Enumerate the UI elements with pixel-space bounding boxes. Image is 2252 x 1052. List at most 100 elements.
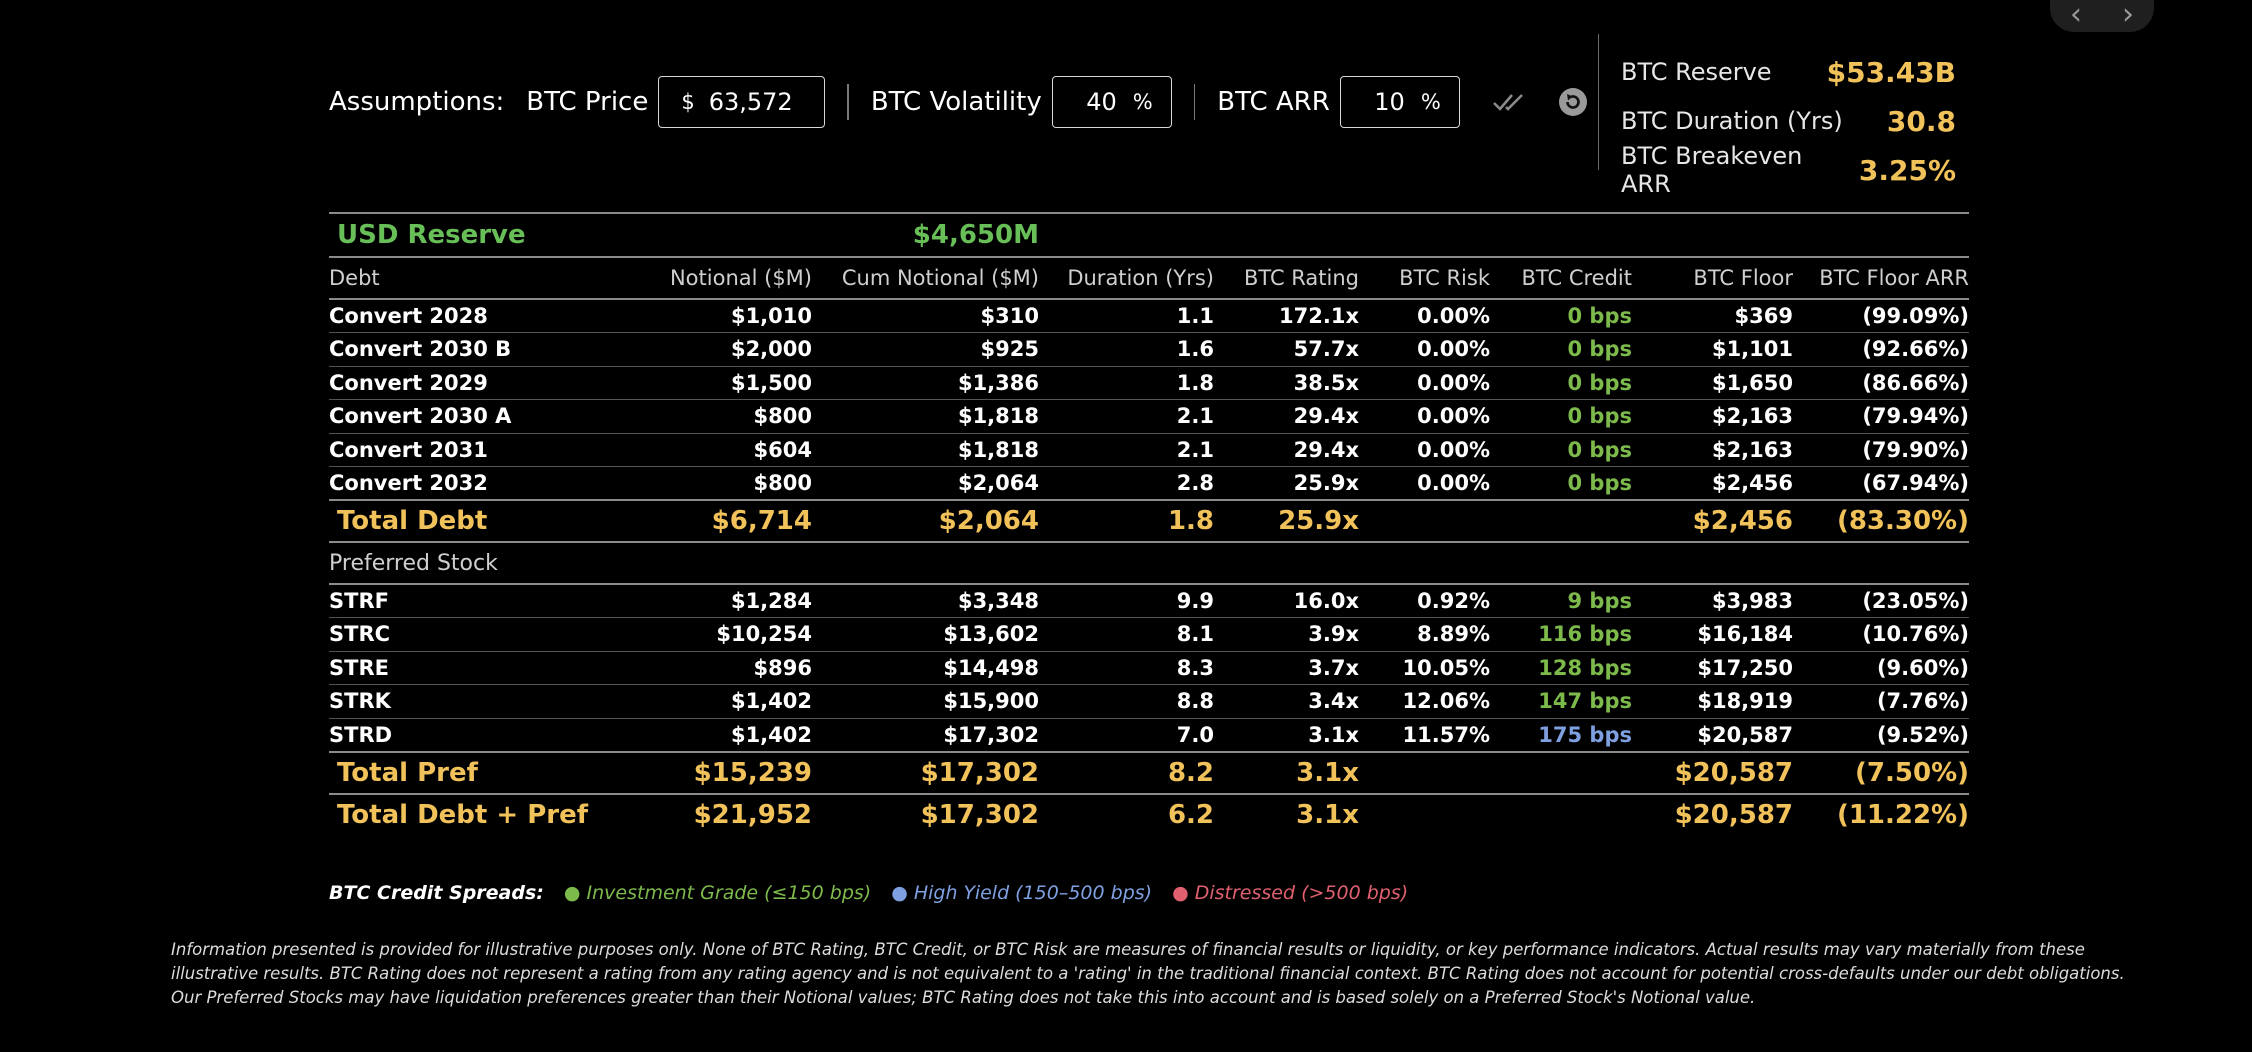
row-btc-floor: $369 <box>1632 299 1793 333</box>
btc-price-input[interactable]: $ 63,572 <box>658 76 826 128</box>
total-btc-floor: $2,456 <box>1632 499 1793 543</box>
row-btc-floor-arr: (23.05%) <box>1793 584 1969 618</box>
btc-arr-value: 10 <box>1374 88 1405 116</box>
row-name: STRE <box>329 651 619 685</box>
divider <box>1193 84 1196 120</box>
row-duration: 9.9 <box>1039 584 1214 618</box>
row-duration: 1.8 <box>1039 366 1214 400</box>
legend-item-distressed: ● Distressed (>500 bps) <box>1172 882 1409 904</box>
btc-stats-panel: BTC Reserve $53.43B BTC Duration (Yrs) 3… <box>1598 34 1958 198</box>
row-btc-credit: 0 bps <box>1490 399 1632 434</box>
row-cum-notional: $17,302 <box>943 722 1039 747</box>
total-duration: 1.8 <box>1039 499 1214 543</box>
row-btc-rating: 57.7x <box>1214 332 1359 367</box>
row-btc-rating: 16.0x <box>1214 584 1359 618</box>
double-check-icon[interactable] <box>1492 90 1528 114</box>
total-notional: $15,239 <box>619 750 812 795</box>
total-debt-row: Total Debt $6,714 $2,064 1.8 25.9x $2,45… <box>329 499 1969 543</box>
row-cum-notional: $14,498 <box>812 651 1039 685</box>
btc-price-label: BTC Price <box>526 87 649 117</box>
row-name: Convert 2032 <box>329 471 488 495</box>
usd-reserve-row: USD Reserve $4,650M <box>329 212 1969 257</box>
total-label: Total Debt + Pref <box>337 800 589 830</box>
preferred-stock-section-row: Preferred Stock <box>329 542 1969 585</box>
total-duration: 6.2 <box>1167 800 1214 830</box>
row-btc-floor: $2,163 <box>1632 399 1793 434</box>
row-btc-risk: 0.00% <box>1359 299 1490 333</box>
col-header-cum-notional: Cum Notional ($M) <box>812 256 1039 300</box>
total-cum-notional: $17,302 <box>812 750 1039 795</box>
row-btc-credit: 0 bps <box>1490 299 1632 333</box>
percent-suffix: % <box>1132 90 1153 114</box>
total-debt-pref-row: Total Debt + Pref $21,952 $17,302 6.2 3.… <box>329 794 1969 836</box>
currency-prefix: $ <box>681 90 695 114</box>
row-cum-notional: $15,900 <box>812 684 1039 719</box>
row-duration: 1.6 <box>1039 332 1214 367</box>
row-notional: $1,010 <box>619 299 812 333</box>
row-cum-notional: $1,818 <box>812 433 1039 467</box>
stat-value: 30.8 <box>1886 104 1956 138</box>
row-duration: 2.8 <box>1176 471 1214 495</box>
row-notional: $800 <box>619 399 812 434</box>
row-btc-risk: 0.00% <box>1417 471 1490 495</box>
col-header-notional: Notional ($M) <box>619 256 812 300</box>
stat-btc-reserve: BTC Reserve $53.43B <box>1621 52 1956 92</box>
row-btc-credit: 116 bps <box>1490 617 1632 652</box>
row-name: STRD <box>329 722 393 747</box>
table-row: Convert 2031 $604 $1,818 2.1 29.4x 0.00% 0 bps… <box>329 433 1969 467</box>
row-btc-floor-arr: (79.94%) <box>1793 399 1969 434</box>
col-header-btc-credit: BTC Credit <box>1490 256 1632 300</box>
row-btc-floor: $1,650 <box>1632 366 1793 400</box>
debt-rows: Convert 2028 $1,010 $310 1.1 172.1x 0.00% 0 bp… <box>329 299 1969 500</box>
row-btc-rating: 3.9x <box>1214 617 1359 652</box>
row-notional: $1,402 <box>619 684 812 719</box>
row-btc-credit: 147 bps <box>1490 684 1632 719</box>
total-label: Total Pref <box>329 750 619 795</box>
row-notional: $10,254 <box>619 617 812 652</box>
col-header-debt: Debt <box>329 256 619 300</box>
row-duration: 2.1 <box>1039 399 1214 434</box>
total-label: Total Debt <box>329 499 619 543</box>
row-cum-notional: $310 <box>812 299 1039 333</box>
row-name: Convert 2031 <box>329 433 619 467</box>
row-name: STRC <box>329 617 619 652</box>
row-btc-rating: 25.9x <box>1293 471 1359 495</box>
table-row: STRE $896 $14,498 8.3 3.7x 10.05% 128 bps $17,2… <box>329 651 1969 685</box>
stat-value: $53.43B <box>1826 55 1956 89</box>
row-duration: 7.0 <box>1176 722 1214 747</box>
row-btc-floor-arr: (9.52%) <box>1876 722 1969 747</box>
col-header-duration: Duration (Yrs) <box>1039 256 1214 300</box>
row-name: Convert 2030 A <box>329 399 619 434</box>
preferred-stock-heading: Preferred Stock <box>329 542 1969 585</box>
row-btc-risk: 12.06% <box>1359 684 1490 719</box>
btc-arr-label: BTC ARR <box>1217 87 1330 117</box>
row-btc-floor-arr: (92.66%) <box>1793 332 1969 367</box>
table-row: STRF $1,284 $3,348 9.9 16.0x 0.92% 9 bps $3,983… <box>329 584 1969 618</box>
row-btc-credit: 0 bps <box>1490 332 1632 367</box>
table-row: Convert 2028 $1,010 $310 1.1 172.1x 0.00% 0 bp… <box>329 299 1969 333</box>
assumptions-bar: Assumptions: BTC Price $ 63,572 BTC Vola… <box>329 76 1588 128</box>
btc-arr-input[interactable]: 10 % <box>1339 76 1460 128</box>
row-btc-risk: 0.00% <box>1359 399 1490 434</box>
chevron-right-icon[interactable]: › <box>2122 0 2134 32</box>
row-duration: 1.1 <box>1039 299 1214 333</box>
stat-btc-breakeven-arr: BTC Breakeven ARR 3.25% <box>1621 142 1956 198</box>
btc-volatility-value: 40 <box>1086 88 1117 116</box>
row-btc-rating: 3.7x <box>1214 651 1359 685</box>
table-row: Convert 2029 $1,500 $1,386 1.8 38.5x 0.00% 0 b… <box>329 366 1969 400</box>
table-row: STRC $10,254 $13,602 8.1 3.9x 8.89% 116 bps $16… <box>329 617 1969 652</box>
legend-item-investment-grade: ● Investment Grade (≤150 bps) <box>563 882 872 904</box>
row-notional: $604 <box>619 433 812 467</box>
row-btc-floor-arr: (86.66%) <box>1793 366 1969 400</box>
total-btc-floor-arr: (7.50%) <box>1793 750 1969 795</box>
row-btc-risk: 8.89% <box>1359 617 1490 652</box>
row-btc-credit: 128 bps <box>1490 651 1632 685</box>
preferred-rows: STRF $1,284 $3,348 9.9 16.0x 0.92% 9 bps $3,983… <box>329 584 1969 752</box>
btc-volatility-input[interactable]: 40 % <box>1051 76 1172 128</box>
row-btc-floor-arr: (9.60%) <box>1793 651 1969 685</box>
chevron-left-icon[interactable]: ‹ <box>2070 0 2082 32</box>
reset-icon[interactable] <box>1558 87 1588 117</box>
row-cum-notional: $1,386 <box>812 366 1039 400</box>
row-duration: 2.1 <box>1039 433 1214 467</box>
total-btc-rating: 3.1x <box>1296 800 1359 830</box>
